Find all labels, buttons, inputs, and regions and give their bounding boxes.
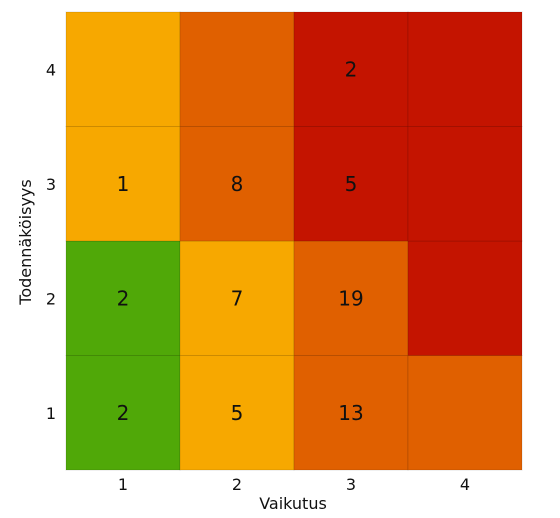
- y-tick-label: 2: [46, 289, 56, 308]
- heatmap-cell-x2-y4: [179, 11, 295, 127]
- cell-count-label-x2-y2: 7: [231, 286, 244, 310]
- x-tick-label: 1: [118, 475, 128, 494]
- cell-count-label-x2-y3: 8: [231, 172, 244, 196]
- x-tick-label: 2: [232, 475, 242, 494]
- y-axis-ticks: 1 2 3 4: [46, 60, 56, 423]
- heatmap-cell-x3-y2: [293, 240, 409, 356]
- cell-count-label-x3-y1: 13: [338, 401, 363, 425]
- cell-count-label-x1-y2: 2: [117, 286, 130, 310]
- heatmap-cells: [65, 11, 523, 471]
- heatmap-cell-x4-y2: [407, 240, 523, 356]
- cell-count-label-x3-y3: 5: [345, 172, 358, 196]
- heatmap-cell-x2-y1: [179, 355, 295, 471]
- cell-count-label-x3-y2: 19: [338, 286, 363, 310]
- heatmap-cell-x3-y3: [293, 126, 409, 242]
- heatmap-cell-x1-y2: [65, 240, 181, 356]
- heatmap-cell-x4-y1: [407, 355, 523, 471]
- x-tick-label: 4: [460, 475, 470, 494]
- y-axis-title: Todennäköisyys: [16, 179, 35, 305]
- heatmap-cell-x1-y4: [65, 11, 181, 127]
- heatmap-cell-x1-y3: [65, 126, 181, 242]
- x-axis-title: Vaikutus: [259, 494, 327, 513]
- x-tick-label: 3: [346, 475, 356, 494]
- heatmap-cell-x3-y4: [293, 11, 409, 127]
- heatmap-cell-labels: 2 5 13 2 7 19 1 8 5 2: [117, 57, 364, 425]
- y-tick-label: 4: [46, 60, 56, 79]
- heatmap-cell-x4-y4: [407, 11, 523, 127]
- heatmap-cell-x2-y2: [179, 240, 295, 356]
- heatmap-cell-x1-y1: [65, 355, 181, 471]
- y-tick-label: 1: [46, 404, 56, 423]
- cell-count-label-x2-y1: 5: [231, 401, 244, 425]
- cell-count-label-x3-y4: 2: [345, 57, 358, 81]
- heatmap-cell-x2-y3: [179, 126, 295, 242]
- cell-count-label-x1-y3: 1: [117, 172, 130, 196]
- x-axis-ticks: 1 2 3 4: [118, 475, 470, 494]
- heatmap-cell-x4-y3: [407, 126, 523, 242]
- y-tick-label: 3: [46, 175, 56, 194]
- cell-count-label-x1-y1: 2: [117, 401, 130, 425]
